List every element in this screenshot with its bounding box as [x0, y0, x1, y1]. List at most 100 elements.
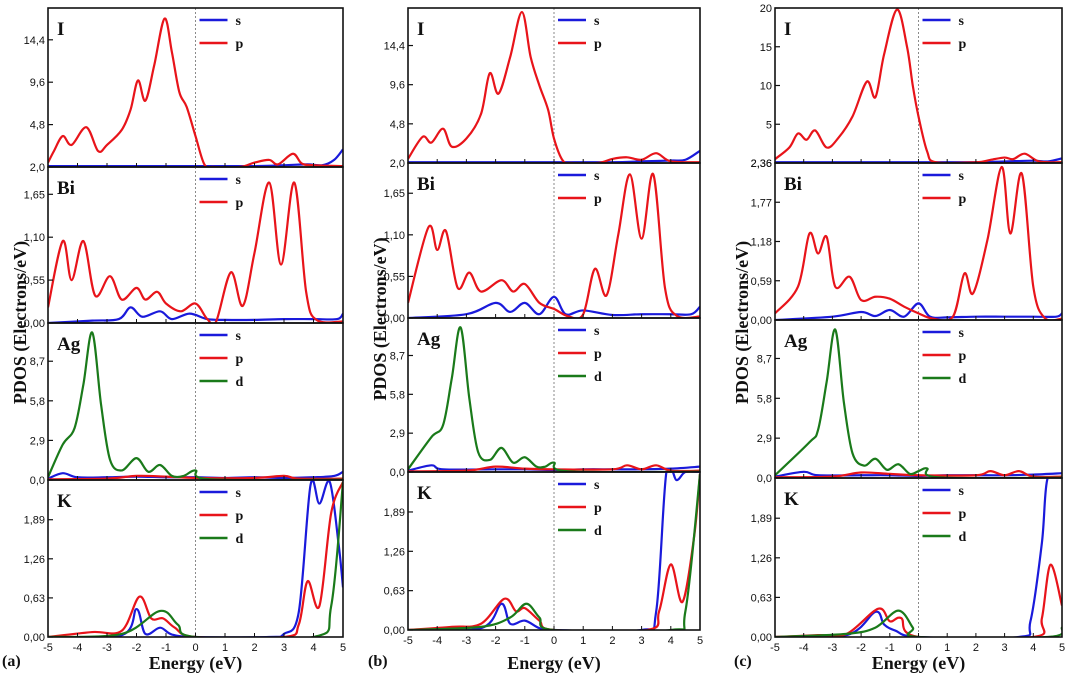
x-tick-label: 3 — [281, 642, 287, 654]
series-d-line — [48, 481, 343, 637]
legend-label-d: d — [594, 524, 602, 539]
legend-label-d: d — [236, 532, 244, 547]
y-tick-label: 4,8 — [390, 119, 405, 131]
y-tick-label: 2,9 — [30, 435, 45, 447]
x-tick-label: -3 — [102, 642, 112, 654]
y-tick-label: 14,4 — [384, 41, 405, 53]
series-d-line — [408, 473, 700, 630]
legend-label-s: s — [236, 329, 242, 344]
y-tick-label: 9,6 — [30, 77, 45, 89]
series-d-line — [775, 609, 1062, 637]
panel-0: (a)2,04,89,614,4I sp0,000,551,101,65 Bi sp0… — [2, 7, 346, 670]
y-tick-label: 5,8 — [390, 389, 405, 401]
subplot-K: 0,00 0,63 1,26 1,89 K spd — [384, 471, 701, 637]
legend-label-s: s — [236, 486, 242, 501]
legend-label-p: p — [594, 37, 602, 52]
series-d-line — [408, 326, 700, 472]
subplot-Bi: 0,00 0,55 1,10 1,65 Bi sp — [24, 166, 344, 330]
y-tick-label: 1,10 — [24, 232, 45, 244]
y-tick-label: 1,26 — [24, 554, 45, 566]
y-tick-label: 8,7 — [390, 350, 405, 362]
panel-label: (b) — [368, 653, 388, 670]
y-tick-label: 2,9 — [390, 428, 405, 440]
legend-label-d: d — [959, 372, 967, 387]
y-tick-label: 0,00 — [751, 632, 772, 644]
x-tick-label: 1 — [944, 642, 950, 654]
legend-label-s: s — [959, 484, 965, 499]
legend-label-p: p — [236, 352, 244, 367]
legend-label-d: d — [236, 375, 244, 390]
y-tick-label: 9,6 — [390, 80, 405, 92]
element-label: K — [57, 491, 72, 512]
legend-label-p: p — [236, 37, 244, 52]
legend-label-s: s — [236, 14, 242, 29]
x-tick-label: -1 — [161, 642, 171, 654]
subplot-I: 2,36 5 10 15 20 I sp — [751, 3, 1063, 170]
y-tick-label: 5,8 — [30, 396, 45, 408]
element-label: Ag — [784, 331, 808, 352]
y-axis-label: PDOS (Electrons/eV) — [370, 237, 391, 400]
subplot-Ag: 0,0 2,9 5,8 8,7 Ag spd — [757, 319, 1063, 485]
x-tick-label: 4 — [310, 642, 316, 654]
x-axis-label: Energy (eV) — [507, 653, 600, 674]
x-axis-label: Energy (eV) — [872, 653, 965, 674]
x-tick-label: -2 — [132, 642, 142, 654]
y-tick-label: 0,59 — [751, 276, 772, 288]
element-label: I — [57, 19, 64, 40]
y-tick-label: 1,10 — [384, 230, 405, 242]
subplot-frame — [47, 7, 344, 168]
legend-label-p: p — [236, 509, 244, 524]
y-tick-label: 0,0 — [30, 475, 45, 487]
legend-label-p: p — [594, 192, 602, 207]
y-tick-label: 20 — [760, 3, 772, 15]
y-tick-label: 0,00 — [751, 315, 772, 327]
y-tick-label: 10 — [760, 81, 772, 93]
element-label: Ag — [417, 329, 441, 350]
x-tick-label: 0 — [551, 635, 557, 647]
legend-label-s: s — [959, 169, 965, 184]
y-tick-label: 2,0 — [390, 158, 405, 170]
y-tick-label: 0,0 — [390, 467, 405, 479]
y-tick-label: 0,55 — [384, 271, 405, 283]
series-p-line — [48, 181, 343, 323]
subplot-K: 0,00 0,63 1,26 1,89 K spd — [24, 479, 344, 644]
y-tick-label: 1,65 — [24, 189, 45, 201]
y-tick-label: 1,89 — [24, 515, 45, 527]
y-tick-label: 1,26 — [384, 546, 405, 558]
y-tick-label: 0,55 — [24, 275, 45, 287]
y-tick-label: 0,63 — [751, 592, 772, 604]
legend-label-p: p — [594, 501, 602, 516]
y-tick-label: 0,00 — [24, 318, 45, 330]
x-tick-label: 5 — [697, 635, 703, 647]
y-tick-label: 0,00 — [384, 313, 405, 325]
series-p-line — [48, 17, 343, 167]
x-tick-label: -4 — [432, 635, 442, 647]
subplot-I: 2,0 4,8 9,6 14,4 I sp — [24, 7, 344, 174]
x-tick-label: 5 — [1059, 642, 1065, 654]
y-tick-label: 15 — [760, 42, 772, 54]
x-tick-label: 2 — [609, 635, 615, 647]
element-label: Bi — [417, 174, 435, 195]
x-axis-label: Energy (eV) — [149, 653, 242, 674]
series-s-line — [408, 295, 700, 318]
legend-label-s: s — [594, 14, 600, 29]
legend-label-p: p — [959, 349, 967, 364]
legend-label-d: d — [959, 530, 967, 545]
y-tick-label: 14,4 — [24, 35, 45, 47]
x-tick-label: -1 — [520, 635, 530, 647]
x-tick-label: -3 — [828, 642, 838, 654]
element-label: Bi — [784, 174, 802, 195]
series-d-line — [775, 328, 1062, 478]
legend-label-s: s — [594, 478, 600, 493]
series-p-line — [408, 10, 700, 163]
legend-label-s: s — [959, 326, 965, 341]
element-label: K — [784, 489, 799, 510]
y-tick-label: 1,89 — [751, 513, 772, 525]
x-tick-label: 2 — [251, 642, 257, 654]
subplot-I: 2,0 4,8 9,6 14,4 I sp — [384, 7, 701, 170]
y-tick-label: 2,36 — [751, 158, 772, 170]
y-tick-label: 1,89 — [384, 507, 405, 519]
y-tick-label: 0,63 — [24, 593, 45, 605]
series-d-line — [48, 331, 343, 480]
